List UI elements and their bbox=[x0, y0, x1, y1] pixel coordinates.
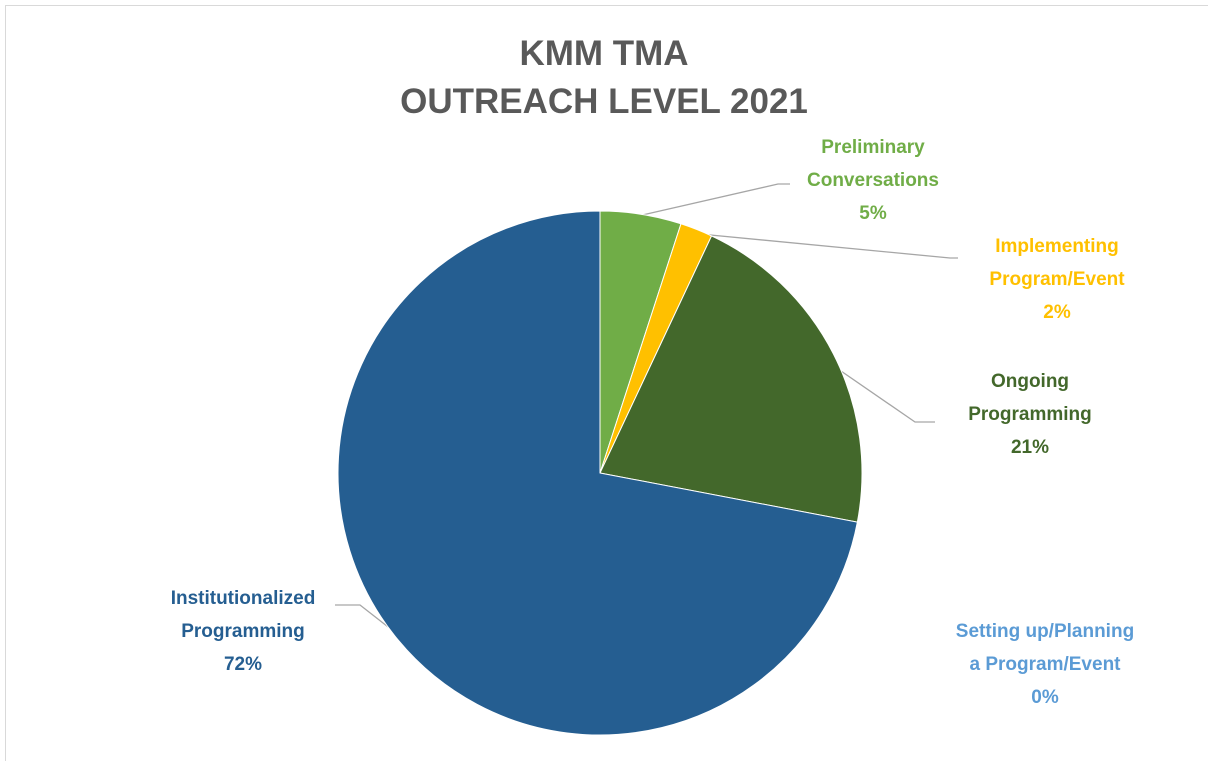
label-value: 0% bbox=[1031, 687, 1059, 708]
label-value: 2% bbox=[1043, 302, 1071, 323]
data-label: Ongoing Programming 21% bbox=[900, 365, 1160, 464]
data-label: Preliminary Conversations 5% bbox=[743, 131, 1003, 230]
label-name: Implementing Program/Event bbox=[989, 236, 1125, 290]
leader-line bbox=[824, 359, 935, 423]
label-value: 5% bbox=[859, 203, 887, 224]
label-name: Ongoing Programming bbox=[968, 371, 1092, 425]
leader-line bbox=[335, 604, 393, 631]
label-name: Setting up/Planning a Program/Event bbox=[955, 621, 1135, 675]
label-value: 72% bbox=[223, 654, 263, 675]
label-value: 21% bbox=[1010, 437, 1050, 458]
data-label: Implementing Program/Event 2% bbox=[927, 230, 1187, 329]
leader-line bbox=[699, 233, 958, 259]
pie bbox=[337, 210, 863, 736]
label-name: Preliminary Conversations bbox=[807, 137, 939, 191]
data-label: Institutionalized Programming 72% bbox=[113, 582, 373, 681]
data-label: Setting up/Planning a Program/Event 0% bbox=[915, 615, 1175, 714]
pie-slice bbox=[599, 235, 863, 523]
leader-lines bbox=[335, 183, 958, 631]
leader-line bbox=[637, 183, 790, 217]
chart-title: KMM TMA OUTREACH LEVEL 2021 bbox=[400, 34, 808, 121]
label-name: Institutionalized Programming bbox=[170, 588, 316, 642]
pie-slice bbox=[337, 210, 858, 736]
chart-border bbox=[5, 5, 1208, 761]
